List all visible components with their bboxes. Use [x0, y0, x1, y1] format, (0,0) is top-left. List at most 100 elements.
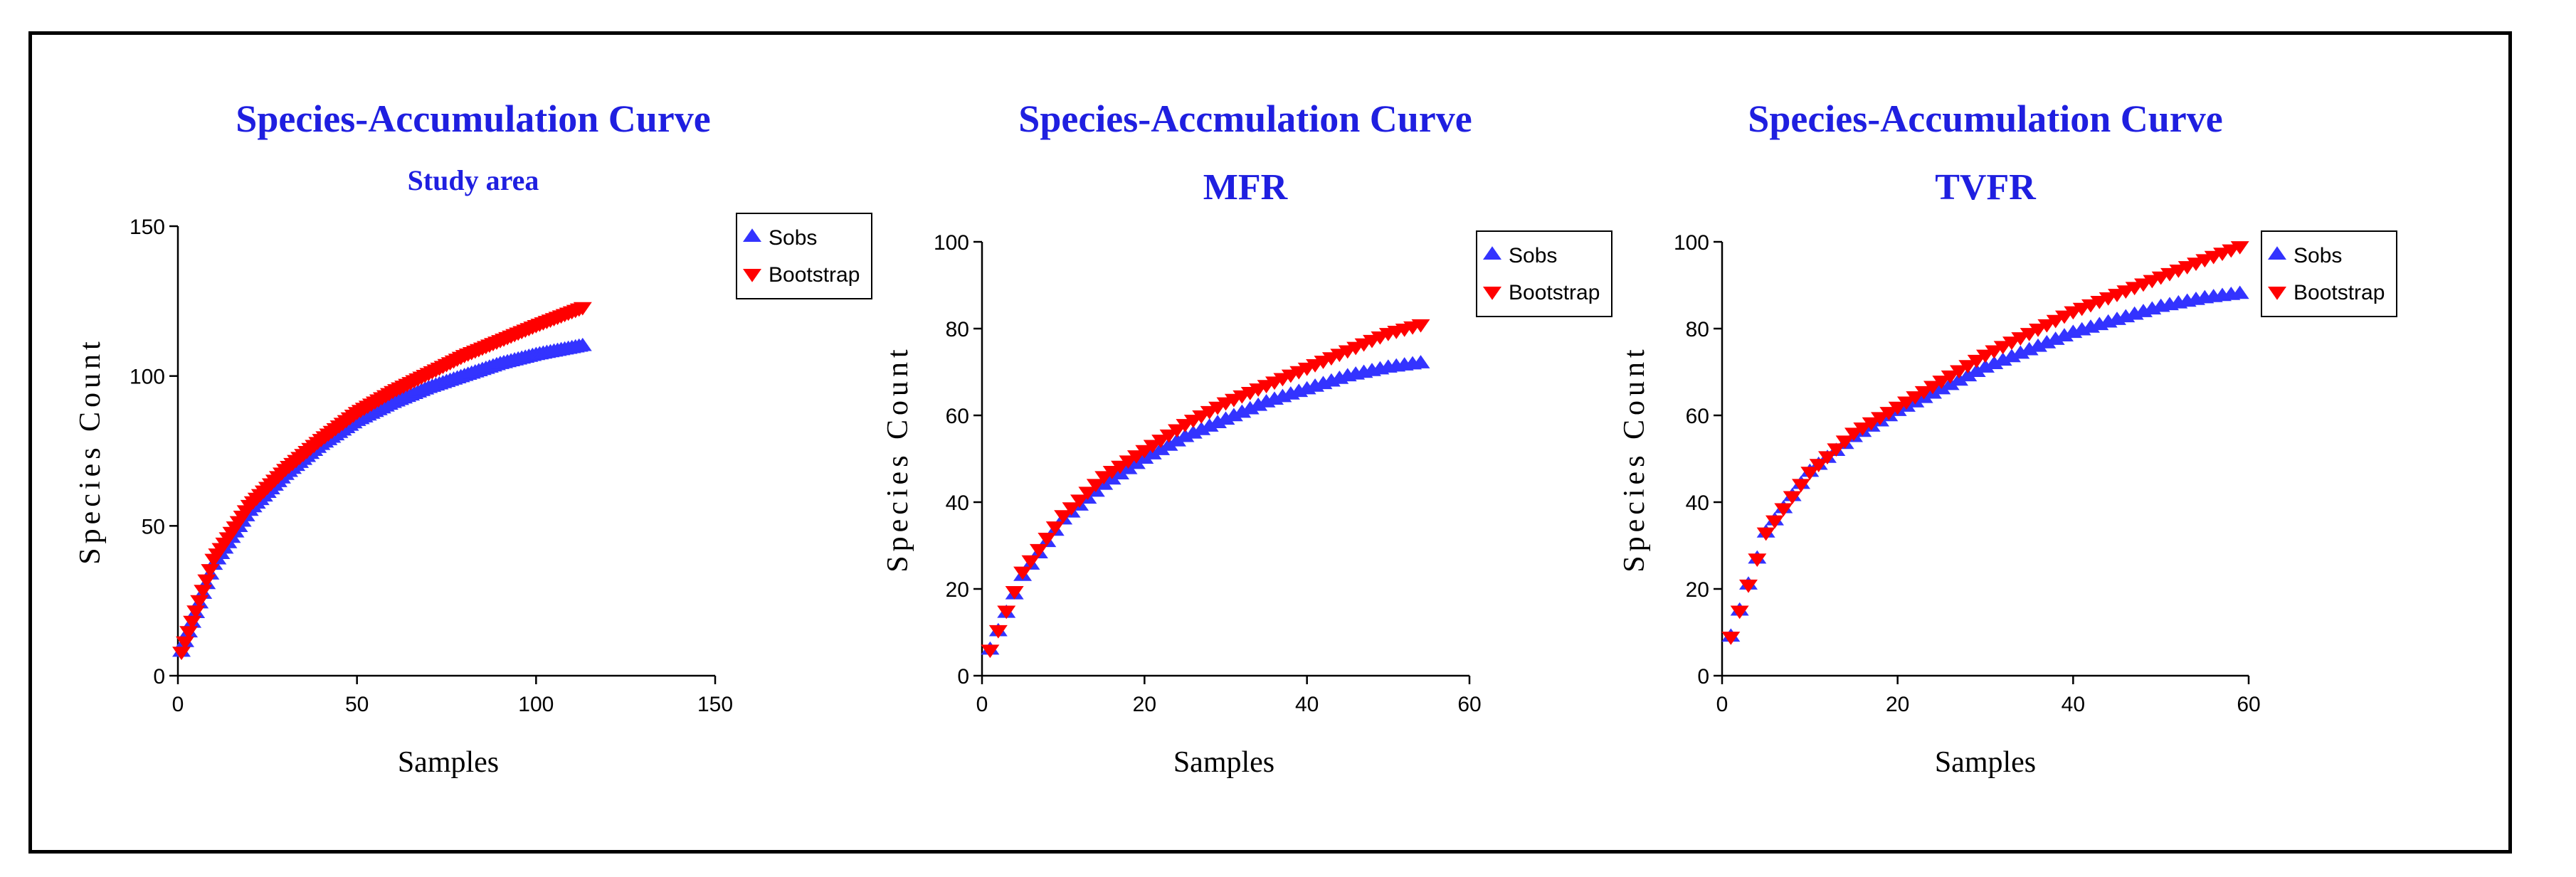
bootstrap-point [179, 626, 199, 639]
sobs-point [1993, 352, 2012, 366]
bootstrap-point [1783, 491, 1802, 505]
bootstrap-point [1721, 632, 1741, 645]
bootstrap-point [1045, 521, 1065, 535]
sobs-point [2037, 335, 2057, 349]
bootstrap-point [1054, 510, 1073, 523]
legend-bootstrap-marker [2268, 286, 2286, 300]
x-tick-label: 0 [1716, 693, 1728, 716]
bootstrap-point [190, 595, 209, 609]
legend-sobs-label: Sobs [1509, 244, 1557, 267]
bootstrap-point [2046, 314, 2065, 329]
y-tick-label: 40 [1686, 491, 1709, 515]
bootstrap-point [2037, 319, 2057, 333]
y-tick-label: 50 [142, 515, 165, 538]
bootstrap-point [2230, 241, 2249, 255]
bootstrap-point [1739, 579, 1758, 593]
y-tick-label: 0 [1697, 665, 1709, 689]
x-tick-label: 20 [1133, 693, 1156, 716]
bootstrap-point [2002, 336, 2021, 350]
x-tick-label: 100 [518, 693, 554, 716]
legend-sobs-marker [1483, 246, 1501, 260]
bootstrap-point [1792, 479, 1810, 493]
bootstrap-point [1879, 407, 1899, 420]
bootstrap-point [1809, 459, 1828, 473]
legend: Sobs Bootstrap [2261, 230, 2397, 317]
bootstrap-point [1862, 417, 1881, 431]
bootstrap-point [1078, 487, 1097, 501]
series-sobs [172, 337, 592, 657]
bootstrap-point [1871, 412, 1889, 426]
x-axis-label: Samples [1173, 746, 1274, 779]
sobs-point [1967, 363, 1986, 378]
sobs-point [1200, 418, 1219, 432]
y-axis-label: Species Count [74, 337, 107, 564]
series-bootstrap [172, 302, 592, 660]
sobs-point [1232, 404, 1252, 418]
bootstrap-point [1958, 360, 1978, 373]
y-tick-label: 100 [934, 231, 969, 255]
chart-subtitle: MFR [1203, 167, 1289, 208]
bootstrap-point [1906, 391, 1925, 405]
legend-sobs-label: Sobs [2293, 244, 2342, 267]
bootstrap-point [1923, 381, 1942, 395]
bootstrap-point [1029, 543, 1048, 558]
bootstrap-point [1411, 319, 1430, 333]
sobs-point [1976, 359, 1995, 373]
bootstrap-point [1013, 566, 1033, 580]
legend-box [2261, 230, 2397, 317]
legend-bootstrap-marker [1483, 286, 1501, 300]
sobs-point [2055, 328, 2074, 341]
bootstrap-point [1932, 376, 1951, 389]
chart-title: Species-Accumulation Curve [1748, 97, 2222, 140]
x-tick-label: 0 [172, 693, 184, 716]
legend-bootstrap-label: Bootstrap [769, 263, 860, 287]
bootstrap-point [1038, 533, 1057, 546]
legend: Sobs Bootstrap [736, 213, 872, 299]
chart-panel-1: Species-Accumulation Curve Study area 0 50 1… [74, 97, 872, 779]
bootstrap-point [1135, 445, 1154, 459]
bootstrap-point [2020, 328, 2039, 341]
sobs-point [1151, 442, 1171, 455]
bootstrap-point [186, 605, 206, 619]
bootstrap-point [176, 636, 195, 650]
x-tick-label: 40 [1295, 693, 1319, 716]
series-bootstrap [1721, 241, 2249, 645]
x-tick-label: 150 [697, 693, 733, 716]
bootstrap-point [981, 644, 1000, 659]
x-tick-label: 20 [1886, 693, 1909, 716]
bootstrap-point [172, 647, 191, 660]
x-axis-label: Samples [1935, 746, 2036, 779]
bootstrap-point [1143, 440, 1162, 454]
bootstrap-point [1119, 455, 1138, 469]
y-tick-label: 20 [1686, 578, 1709, 602]
bootstrap-point [1941, 370, 1960, 384]
legend-sobs-label: Sobs [769, 226, 817, 250]
bootstrap-point [1985, 345, 2004, 359]
bootstrap-point [1976, 349, 1995, 363]
bootstrap-point [1151, 435, 1171, 448]
bootstrap-point [1756, 527, 1775, 541]
bootstrap-point [988, 624, 1008, 639]
bootstrap-point [1070, 494, 1089, 509]
bootstrap-point [1888, 401, 1907, 415]
x-tick-label: 60 [1457, 693, 1481, 716]
legend-bootstrap-marker [743, 268, 761, 282]
bootstrap-point [1159, 429, 1178, 443]
x-tick-label: 40 [2062, 693, 2085, 716]
y-tick-label: 80 [1686, 318, 1709, 341]
chart-title: Species-Accumulation Curve [236, 97, 710, 140]
y-axis-label: Species Count [1618, 345, 1651, 572]
y-tick-label: 100 [130, 366, 165, 389]
y-tick-label: 60 [1686, 405, 1709, 428]
y-tick-label: 20 [946, 578, 969, 602]
bootstrap-point [197, 574, 216, 588]
series-bootstrap [981, 319, 1430, 659]
sobs-point [2020, 341, 2039, 356]
bootstrap-point [1835, 435, 1854, 450]
y-tick-label: 0 [957, 665, 969, 689]
bootstrap-point [1800, 467, 1820, 480]
bootstrap-point [1844, 427, 1863, 442]
bootstrap-point [1818, 451, 1837, 465]
bootstrap-point [573, 302, 592, 316]
sobs-point [2029, 338, 2047, 352]
